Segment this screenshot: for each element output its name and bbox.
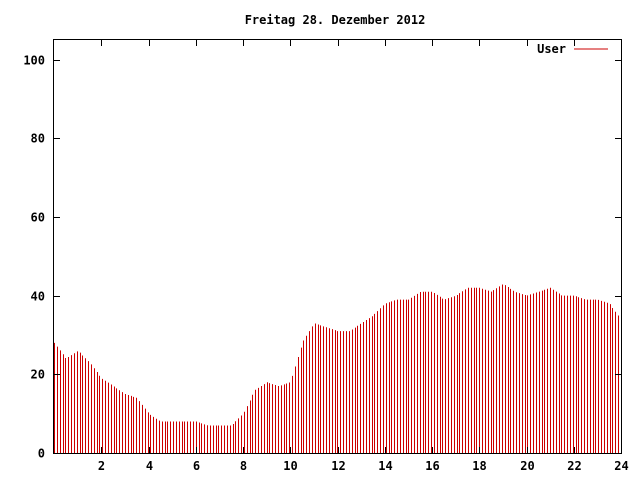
x-tick-label: 10	[283, 459, 297, 473]
x-tick-label: 20	[520, 459, 534, 473]
x-tick-label: 8	[240, 459, 247, 473]
y-tick-label: 0	[38, 447, 45, 461]
x-axis: 2 4 6 8 10 12 14 16 18 20 22 24	[98, 40, 629, 473]
y-tick-label: 60	[31, 211, 45, 225]
y-tick-label: 100	[23, 54, 45, 68]
x-tick-label: 16	[425, 459, 439, 473]
x-tick-label: 18	[472, 459, 486, 473]
x-tick-label: 12	[331, 459, 345, 473]
x-tick-label: 6	[193, 459, 200, 473]
x-tick-label: 14	[378, 459, 392, 473]
y-tick-label: 20	[31, 368, 45, 382]
x-tick-label: 24	[614, 459, 628, 473]
y-tick-label: 40	[31, 290, 45, 304]
x-tick-label: 4	[146, 459, 153, 473]
legend-label: User	[537, 42, 566, 56]
y-axis: 0 20 40 60 80 100	[23, 54, 621, 461]
plot-frame	[53, 39, 622, 454]
chart-title: Freitag 28. Dezember 2012	[245, 13, 426, 27]
y-tick-label: 80	[31, 132, 45, 146]
x-tick-label: 2	[98, 459, 105, 473]
legend: User	[537, 42, 608, 56]
x-tick-label: 22	[567, 459, 581, 473]
bar-group	[54, 284, 622, 453]
